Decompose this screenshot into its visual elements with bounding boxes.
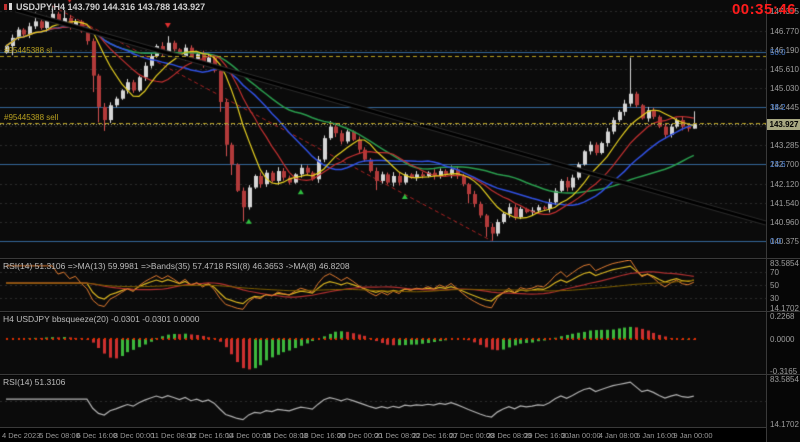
rsi2-indicator-pane-canvas[interactable] (0, 376, 766, 427)
indicator-axis-label: -0.3165 (770, 367, 798, 376)
pane-separator[interactable] (0, 374, 800, 375)
price-axis-label: 145.610 (770, 65, 799, 74)
indicator-axis-label: 83.5854 (770, 259, 799, 268)
candle-countdown-timer: 00:35:46 (731, 1, 796, 18)
price-axis-label: 142.120 (770, 180, 799, 189)
pane-separator[interactable] (0, 258, 800, 259)
time-axis-label: 5 Dec 08:00 (39, 431, 80, 440)
order-sell-label[interactable]: #95445388 sell (4, 113, 59, 122)
indicator-axis-label: 83.5854 (770, 375, 799, 384)
time-axis-label: 12 Dec 16:00 (188, 431, 234, 440)
rsi-indicator-pane-canvas[interactable] (0, 260, 766, 311)
time-axis-label: 14 Dec 00:00 (225, 431, 271, 440)
time-axis-label: 4 Jan 08:00 (598, 431, 638, 440)
pane-separator[interactable] (0, 311, 800, 312)
time-axis-label: 3 Jan 00:00 (561, 431, 601, 440)
fib-level-label: 23.6 (770, 160, 786, 169)
time-axis-label: 21 Dec 08:00 (375, 431, 420, 440)
time-axis-label: 18 Dec 16:00 (300, 431, 346, 440)
indicator-axis-label: 50 (770, 281, 779, 290)
price-axis-label: 141.540 (770, 199, 799, 208)
price-axis[interactable]: 147.355 146.770 146.190 145.610 145.030 144.4… (766, 0, 800, 442)
indicator-axis-label: 14.1702 (770, 304, 799, 313)
time-axis-label: 11 Dec 08:00 (151, 431, 196, 440)
rsi-pane-header: RSI(14) 51.3106 =>MA(13) 59.9981 =>Bands… (3, 261, 350, 271)
chart-title: USDJPY,H4 143.790 144.316 143.788 143.92… (3, 2, 205, 12)
price-axis-label: 142.700 (770, 160, 799, 169)
indicator-axis-label: 14.1702 (770, 420, 799, 429)
bbsqueeze-pane-header: H4 USDJPY bbsqueeze(20) -0.0301 -0.0301 … (3, 314, 200, 324)
time-axis-label: 28 Dec 08:00 (486, 431, 532, 440)
fib-level-label: 0.0 (770, 237, 782, 246)
time-axis-label: 9 Jan 00:00 (673, 431, 713, 440)
indicator-axis-label: 0.2268 (770, 312, 795, 321)
time-axis-label: 29 Dec 16:00 (524, 431, 569, 440)
rsi2-pane-header: RSI(14) 51.3106 (3, 377, 66, 387)
price-axis-label: 147.355 (770, 7, 799, 16)
indicator-axis-label: 0.0000 (770, 335, 795, 344)
time-axis-label: 5 Jan 16:00 (636, 431, 676, 440)
symbol-candles-icon (4, 3, 12, 10)
current-price-tag: 143.927 (767, 119, 800, 130)
time-axis-label: 15 Dec 08:00 (263, 431, 308, 440)
time-axis-label: 20 Dec 00:00 (337, 431, 383, 440)
time-axis-label: 4 Dec 2023 (2, 431, 41, 440)
fib-level-label: 38.2 (770, 103, 786, 112)
fib-level-label: 50.0 (770, 48, 786, 57)
bbsqueeze-indicator-pane-canvas[interactable] (0, 313, 766, 374)
indicator-axis-label: 30 (770, 294, 779, 303)
price-axis-label: 140.375 (770, 237, 799, 246)
time-axis[interactable]: 4 Dec 2023 5 Dec 08:00 6 Dec 16:00 8 Dec 00… (0, 427, 766, 442)
time-axis-label: 27 Dec 00:00 (449, 431, 495, 440)
chart-title-text: USDJPY,H4 143.790 144.316 143.788 143.92… (16, 2, 206, 12)
price-axis-label: 140.960 (770, 218, 799, 227)
price-axis-label: 146.770 (770, 27, 799, 36)
price-axis-label: 146.190 (770, 46, 799, 55)
price-axis-label: 144.445 (770, 103, 799, 112)
order-stoploss-label[interactable]: #95445388 sl (4, 46, 53, 55)
indicator-axis-label: 70 (770, 268, 779, 277)
time-axis-label: 6 Dec 16:00 (76, 431, 118, 440)
time-axis-label: 8 Dec 00:00 (113, 431, 155, 440)
time-axis-label: 22 Dec 16:00 (412, 431, 457, 440)
price-axis-label: 145.030 (770, 84, 799, 93)
main-price-chart-canvas[interactable] (0, 0, 766, 258)
price-axis-label: 143.285 (770, 141, 799, 150)
